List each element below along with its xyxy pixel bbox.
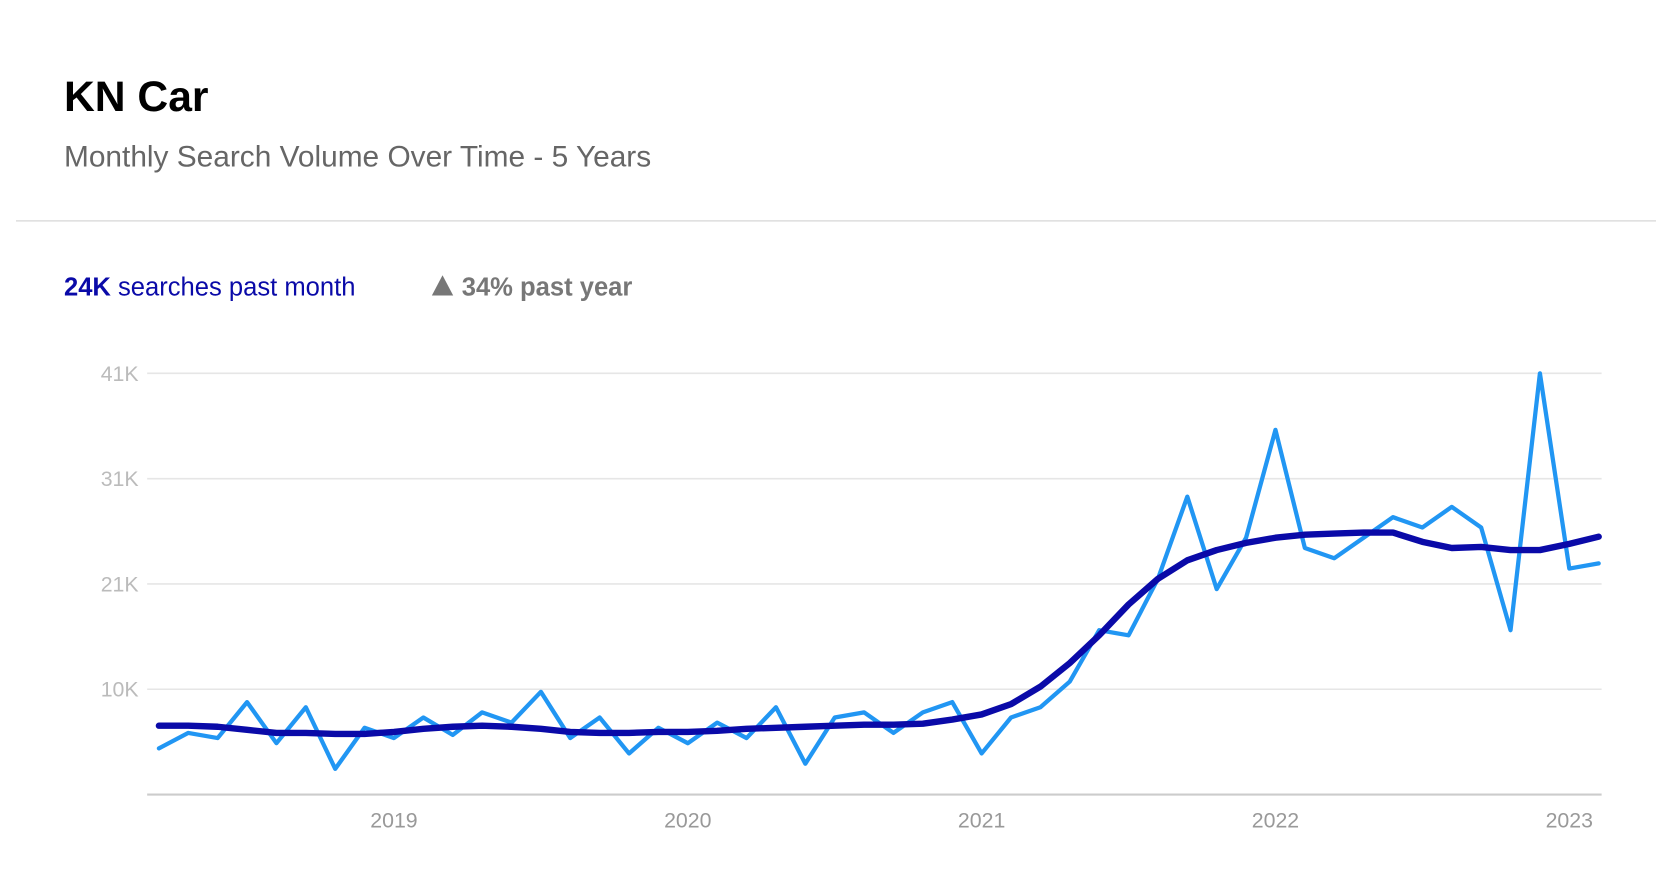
stats-month: 24K searches past month	[64, 274, 355, 302]
up-triangle	[431, 275, 454, 296]
month-text: searches past month	[118, 274, 355, 302]
subtitle: Monthly Search Volume Over Time - 5 Year…	[64, 140, 651, 173]
year-value: 34%	[462, 274, 513, 302]
series-line	[155, 529, 1602, 738]
x-tick-label: 2023	[1546, 809, 1593, 833]
x-tick-label: 2022	[1252, 809, 1299, 833]
y-tick-label: 41K	[101, 362, 139, 386]
stats-year: 34% past year	[462, 274, 633, 302]
month-value: 24K	[64, 274, 111, 302]
x-tick-label: 2020	[664, 809, 712, 833]
year-text: past year	[520, 274, 632, 302]
y-tick-label: 21K	[101, 572, 139, 596]
y-tick-label: 31K	[101, 467, 139, 491]
title: KN Car	[64, 73, 209, 121]
y-tick-label: 10K	[101, 678, 139, 702]
series-line	[156, 371, 1601, 772]
x-tick-label: 2021	[958, 809, 1005, 833]
x-tick-label: 2019	[370, 809, 417, 833]
